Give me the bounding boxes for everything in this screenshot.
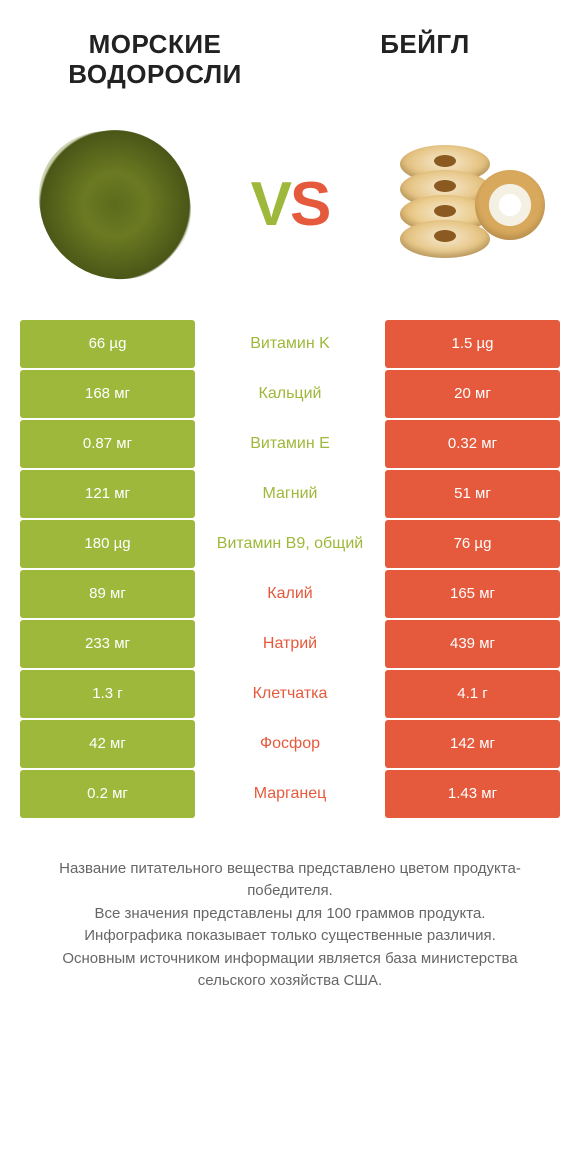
right-image [380, 120, 550, 290]
footnote-line: Все значения представлены для 100 граммо… [30, 903, 550, 926]
left-value: 1.3 г [20, 670, 195, 718]
left-value: 168 мг [20, 370, 195, 418]
right-value: 51 мг [385, 470, 560, 518]
right-value: 1.43 мг [385, 770, 560, 818]
nutrient-label: Калий [195, 570, 385, 618]
nutrient-label: Натрий [195, 620, 385, 668]
left-value: 42 мг [20, 720, 195, 768]
nutrient-label: Марганец [195, 770, 385, 818]
right-value: 0.32 мг [385, 420, 560, 468]
table-row: 66 µgВитамин K1.5 µg [20, 320, 560, 368]
right-value: 142 мг [385, 720, 560, 768]
nutrient-label: Магний [195, 470, 385, 518]
footnote-line: Основным источником информации является … [30, 948, 550, 993]
nutrient-label: Клетчатка [195, 670, 385, 718]
left-value: 121 мг [20, 470, 195, 518]
table-row: 168 мгКальций20 мг [20, 370, 560, 418]
left-value: 0.87 мг [20, 420, 195, 468]
left-value: 66 µg [20, 320, 195, 368]
right-value: 20 мг [385, 370, 560, 418]
table-row: 0.2 мгМарганец1.43 мг [20, 770, 560, 818]
left-title: Морские водоросли [20, 30, 290, 90]
table-row: 121 мгМагний51 мг [20, 470, 560, 518]
images-row: VS [20, 120, 560, 290]
right-value: 439 мг [385, 620, 560, 668]
nutrient-label: Фосфор [195, 720, 385, 768]
footnotes: Название питательного вещества представл… [20, 858, 560, 993]
table-row: 42 мгФосфор142 мг [20, 720, 560, 768]
left-image [30, 120, 200, 290]
vs-s: S [290, 170, 329, 239]
footnote-line: Инфографика показывает только существенн… [30, 925, 550, 948]
bagel-icon [390, 130, 540, 280]
nutrient-label: Витамин B9, общий [195, 520, 385, 568]
nutrient-label: Витамин E [195, 420, 385, 468]
right-value: 1.5 µg [385, 320, 560, 368]
left-value: 89 мг [20, 570, 195, 618]
right-value: 4.1 г [385, 670, 560, 718]
table-row: 0.87 мгВитамин E0.32 мг [20, 420, 560, 468]
titles-row: Морские водоросли Бейгл [20, 30, 560, 90]
nutrient-label: Кальций [195, 370, 385, 418]
nutrient-label: Витамин K [195, 320, 385, 368]
right-title: Бейгл [290, 30, 560, 90]
right-value: 165 мг [385, 570, 560, 618]
left-value: 180 µg [20, 520, 195, 568]
vs-label: VS [251, 169, 330, 240]
comparison-table: 66 µgВитамин K1.5 µg168 мгКальций20 мг0.… [20, 320, 560, 818]
vs-v: V [251, 170, 290, 239]
table-row: 233 мгНатрий439 мг [20, 620, 560, 668]
infographic-container: Морские водоросли Бейгл VS 66 µgВитамин … [0, 0, 580, 1013]
table-row: 89 мгКалий165 мг [20, 570, 560, 618]
footnote-line: Название питательного вещества представл… [30, 858, 550, 903]
right-value: 76 µg [385, 520, 560, 568]
seaweed-icon [30, 120, 199, 289]
left-value: 0.2 мг [20, 770, 195, 818]
table-row: 1.3 гКлетчатка4.1 г [20, 670, 560, 718]
table-row: 180 µgВитамин B9, общий76 µg [20, 520, 560, 568]
left-value: 233 мг [20, 620, 195, 668]
